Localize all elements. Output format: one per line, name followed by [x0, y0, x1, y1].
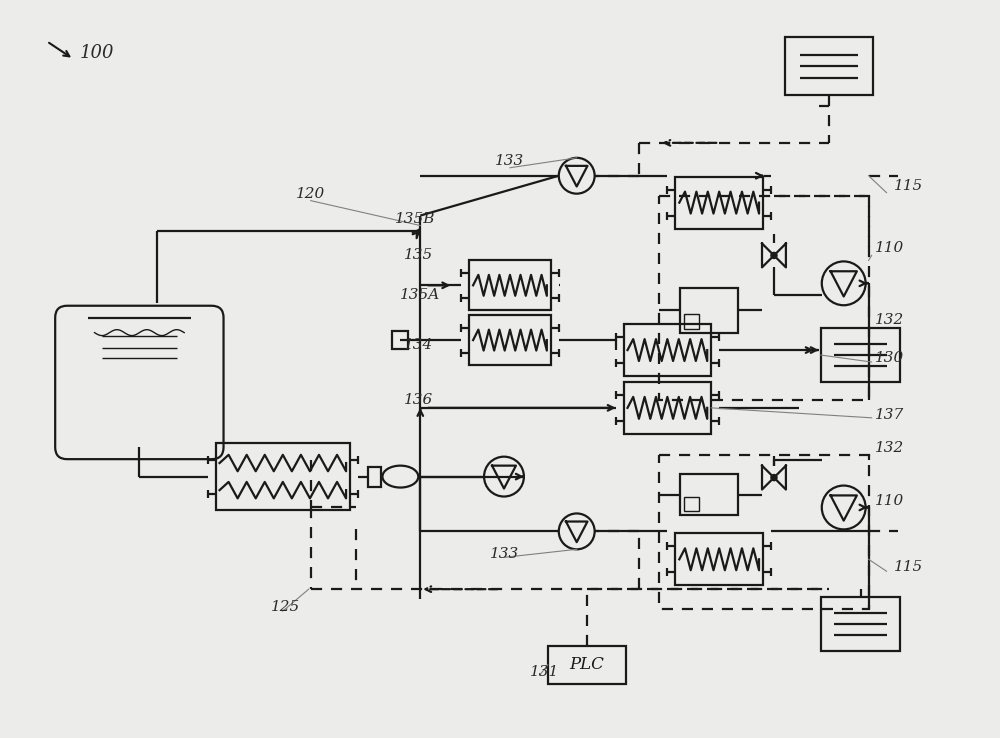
- Text: 134: 134: [404, 338, 434, 352]
- Bar: [821, 596, 900, 652]
- Text: 135: 135: [404, 249, 434, 263]
- Circle shape: [771, 475, 777, 480]
- Text: 135B: 135B: [395, 212, 436, 226]
- Text: 110: 110: [875, 241, 904, 255]
- Text: 133: 133: [495, 154, 524, 168]
- Bar: [684, 314, 699, 328]
- Text: 135A: 135A: [400, 289, 441, 303]
- Bar: [392, 331, 408, 349]
- Text: 100: 100: [80, 44, 114, 62]
- Bar: [680, 474, 738, 515]
- Text: 130: 130: [875, 351, 904, 365]
- Text: 132: 132: [875, 313, 904, 327]
- Bar: [469, 315, 551, 365]
- Bar: [624, 382, 711, 434]
- Bar: [624, 324, 711, 376]
- Bar: [684, 497, 699, 511]
- Text: 115: 115: [894, 560, 923, 574]
- Text: 137: 137: [875, 408, 904, 422]
- Text: 120: 120: [296, 187, 325, 201]
- Bar: [675, 176, 763, 229]
- Bar: [680, 288, 738, 333]
- Text: 133: 133: [490, 548, 519, 562]
- Text: 132: 132: [875, 441, 904, 455]
- Bar: [675, 534, 763, 585]
- Bar: [548, 646, 626, 684]
- Text: 115: 115: [894, 179, 923, 193]
- Bar: [368, 466, 381, 486]
- Text: 110: 110: [875, 494, 904, 508]
- Bar: [659, 196, 869, 400]
- Text: PLC: PLC: [569, 656, 604, 673]
- Bar: [216, 443, 350, 511]
- Bar: [659, 455, 869, 609]
- Text: 125: 125: [271, 600, 300, 614]
- Text: 136: 136: [404, 393, 434, 407]
- Bar: [821, 328, 900, 382]
- Circle shape: [771, 253, 777, 258]
- Text: 131: 131: [530, 665, 559, 679]
- Bar: [469, 261, 551, 310]
- Bar: [785, 37, 873, 95]
